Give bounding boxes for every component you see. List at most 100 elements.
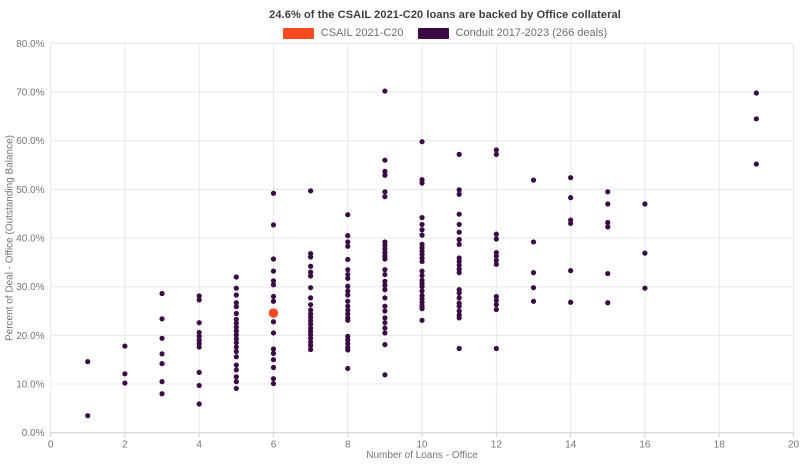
data-point-conduit[interactable] xyxy=(456,187,462,193)
data-point-conduit[interactable] xyxy=(419,272,425,279)
data-point-conduit[interactable] xyxy=(233,328,239,334)
data-point-conduit[interactable] xyxy=(122,371,128,377)
data-point-conduit[interactable] xyxy=(605,270,611,277)
data-point-conduit[interactable] xyxy=(270,268,277,274)
data-point-conduit[interactable] xyxy=(270,346,277,352)
data-point-conduit[interactable] xyxy=(308,285,314,291)
data-point-conduit[interactable] xyxy=(345,317,351,323)
data-point-conduit[interactable] xyxy=(233,362,239,368)
data-point-conduit[interactable] xyxy=(308,321,314,327)
data-point-conduit[interactable] xyxy=(345,311,351,317)
data-point-conduit[interactable] xyxy=(642,285,648,291)
data-point-conduit[interactable] xyxy=(568,299,574,305)
data-point-conduit[interactable] xyxy=(568,195,574,201)
data-point-conduit[interactable] xyxy=(85,359,91,365)
data-point-conduit[interactable] xyxy=(456,308,462,314)
data-point-csail[interactable] xyxy=(268,308,279,318)
data-point-conduit[interactable] xyxy=(456,221,462,228)
data-point-conduit[interactable] xyxy=(196,320,202,326)
data-point-conduit[interactable] xyxy=(308,254,314,260)
data-point-conduit[interactable] xyxy=(345,292,351,298)
data-point-conduit[interactable] xyxy=(493,293,499,300)
data-point-conduit[interactable] xyxy=(605,224,611,230)
data-point-conduit[interactable] xyxy=(382,194,388,200)
data-point-conduit[interactable] xyxy=(159,379,165,385)
data-point-conduit[interactable] xyxy=(493,345,499,352)
data-point-conduit[interactable] xyxy=(270,380,277,387)
data-point-conduit[interactable] xyxy=(530,285,537,291)
data-point-conduit[interactable] xyxy=(419,180,425,186)
data-point-conduit[interactable] xyxy=(233,285,239,291)
data-point-conduit[interactable] xyxy=(493,261,499,267)
data-point-conduit[interactable] xyxy=(196,333,202,339)
data-point-conduit[interactable] xyxy=(159,351,165,357)
data-point-conduit[interactable] xyxy=(382,282,388,288)
data-point-conduit[interactable] xyxy=(530,239,537,245)
data-point-conduit[interactable] xyxy=(270,222,277,228)
legend-item-csail[interactable]: CSAIL 2021-C20 xyxy=(282,27,404,39)
data-point-conduit[interactable] xyxy=(233,292,239,298)
data-point-conduit[interactable] xyxy=(233,348,239,355)
data-point-conduit[interactable] xyxy=(233,324,239,330)
data-point-conduit[interactable] xyxy=(345,303,351,309)
data-point-conduit[interactable] xyxy=(233,332,239,338)
data-point-conduit[interactable] xyxy=(270,293,277,300)
data-point-conduit[interactable] xyxy=(530,177,537,183)
data-point-conduit[interactable] xyxy=(159,391,165,397)
data-point-conduit[interactable] xyxy=(568,175,574,181)
data-point-conduit[interactable] xyxy=(159,316,165,322)
data-point-conduit[interactable] xyxy=(382,278,388,284)
data-point-conduit[interactable] xyxy=(605,219,611,226)
data-point-conduit[interactable] xyxy=(456,236,462,243)
data-point-conduit[interactable] xyxy=(605,189,611,195)
data-point-conduit[interactable] xyxy=(456,229,462,235)
data-point-conduit[interactable] xyxy=(493,236,499,242)
data-point-conduit[interactable] xyxy=(382,330,388,336)
data-point-conduit[interactable] xyxy=(308,295,314,301)
data-point-conduit[interactable] xyxy=(456,241,462,247)
data-point-conduit[interactable] xyxy=(493,297,499,303)
data-point-conduit[interactable] xyxy=(270,256,277,262)
data-point-conduit[interactable] xyxy=(382,246,388,252)
data-point-conduit[interactable] xyxy=(196,293,202,299)
data-point-conduit[interactable] xyxy=(382,315,388,321)
data-point-conduit[interactable] xyxy=(233,354,239,360)
data-point-conduit[interactable] xyxy=(419,227,425,233)
data-point-conduit[interactable] xyxy=(345,233,351,239)
data-point-conduit[interactable] xyxy=(456,290,462,296)
data-point-conduit[interactable] xyxy=(308,269,314,275)
data-point-conduit[interactable] xyxy=(493,147,499,153)
data-point-conduit[interactable] xyxy=(419,232,425,238)
data-point-conduit[interactable] xyxy=(530,270,537,276)
data-point-conduit[interactable] xyxy=(233,274,239,280)
data-point-conduit[interactable] xyxy=(456,345,462,352)
data-point-conduit[interactable] xyxy=(233,336,239,342)
data-point-conduit[interactable] xyxy=(456,262,462,268)
data-point-conduit[interactable] xyxy=(419,317,425,323)
data-point-conduit[interactable] xyxy=(233,340,239,346)
data-point-conduit[interactable] xyxy=(456,295,462,301)
data-point-conduit[interactable] xyxy=(233,320,239,326)
data-point-conduit[interactable] xyxy=(345,347,351,353)
data-point-conduit[interactable] xyxy=(196,344,202,350)
data-point-conduit[interactable] xyxy=(233,374,239,380)
data-point-conduit[interactable] xyxy=(233,379,239,385)
data-point-conduit[interactable] xyxy=(605,201,611,207)
data-point-conduit[interactable] xyxy=(456,211,462,217)
data-point-conduit[interactable] xyxy=(345,288,351,294)
data-point-conduit[interactable] xyxy=(568,220,574,227)
data-point-conduit[interactable] xyxy=(196,297,202,303)
data-point-conduit[interactable] xyxy=(233,344,239,350)
data-point-conduit[interactable] xyxy=(419,139,425,145)
data-point-conduit[interactable] xyxy=(456,151,462,157)
data-point-conduit[interactable] xyxy=(270,319,277,325)
data-point-conduit[interactable] xyxy=(196,401,202,407)
data-point-conduit[interactable] xyxy=(419,215,425,221)
data-point-conduit[interactable] xyxy=(382,308,388,314)
data-point-conduit[interactable] xyxy=(456,315,462,321)
data-point-conduit[interactable] xyxy=(270,190,277,196)
data-point-conduit[interactable] xyxy=(382,189,388,195)
data-point-conduit[interactable] xyxy=(345,271,351,278)
data-point-conduit[interactable] xyxy=(345,212,351,218)
data-point-conduit[interactable] xyxy=(456,270,462,276)
